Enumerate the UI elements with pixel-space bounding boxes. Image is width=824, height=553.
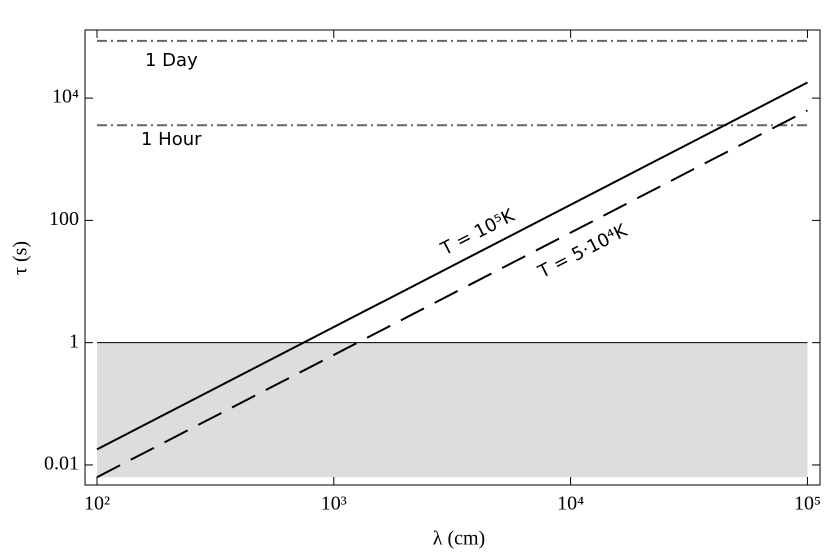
series-label: T = 5·10⁴K	[534, 220, 632, 284]
shaded-region	[96, 342, 808, 478]
x-axis-label: λ (cm)	[433, 528, 485, 550]
y-tick-label: 0.01	[44, 453, 79, 475]
series-line	[96, 81, 808, 451]
y-tick-label: 1	[69, 330, 79, 352]
y-tick-label: 10⁴	[52, 86, 79, 108]
y-axis-label: τ (s)	[10, 241, 32, 275]
series-line	[96, 109, 808, 479]
y-tick-label: 100	[49, 208, 79, 230]
x-tick-label: 10²	[84, 493, 110, 515]
reference-label: 1 Hour	[141, 129, 202, 150]
x-tick-label: 10⁵	[794, 493, 821, 515]
reference-label: 1 Day	[145, 50, 198, 71]
x-tick-label: 10³	[321, 493, 347, 515]
plot-frame	[84, 29, 821, 486]
x-tick-label: 10⁴	[557, 493, 584, 515]
